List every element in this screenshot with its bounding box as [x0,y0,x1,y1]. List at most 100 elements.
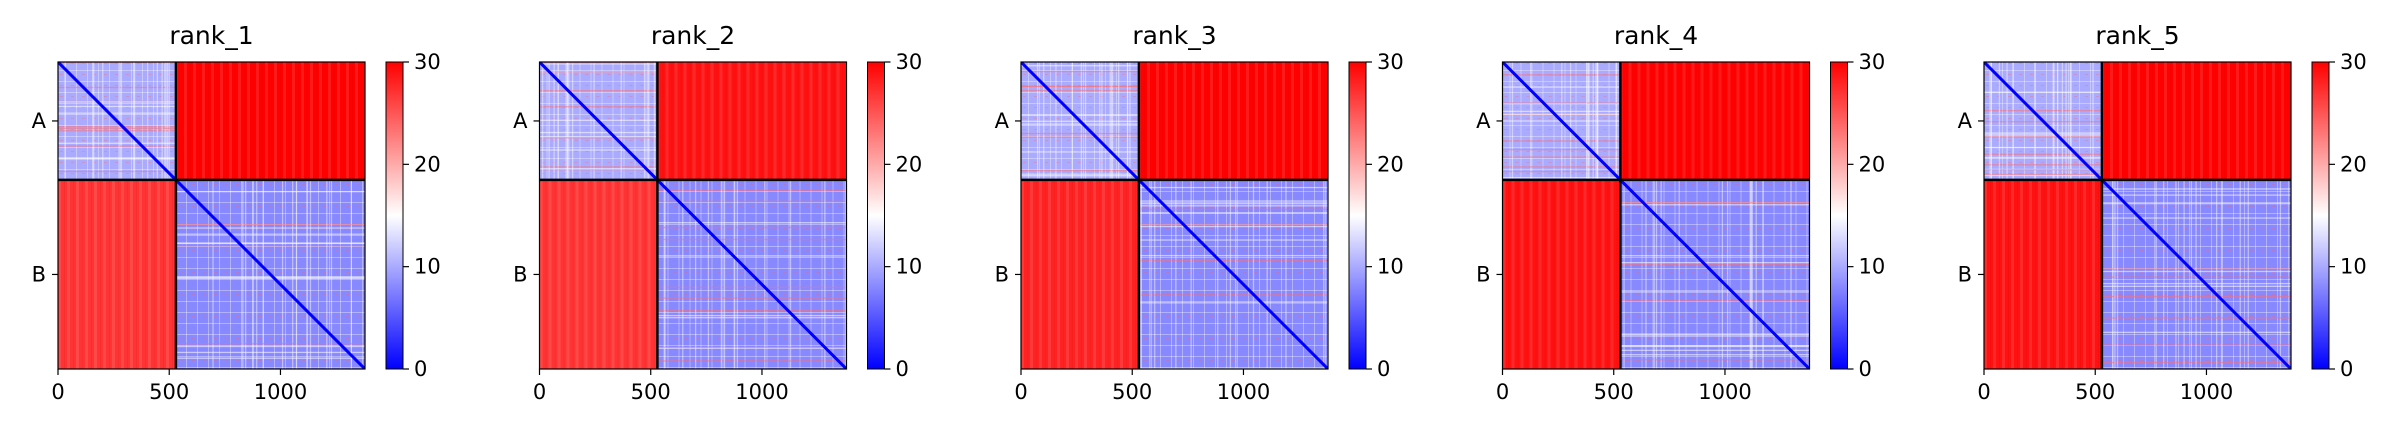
pae-stripe [1021,151,1139,153]
axes-frame [538,61,848,370]
x-tick-label: 500 [1594,380,1634,404]
colorbar [385,61,404,370]
pae-stripe [657,238,847,241]
pae-stripe [166,62,169,180]
pae-stripe [306,179,308,369]
colorbar-tick-label: 30 [1859,50,1886,74]
chart-title: rank_1 [169,21,253,50]
pae-stripe [175,244,365,247]
pae-stripe [1749,179,1751,369]
pae-stripe [1620,335,1810,337]
pae-block-texture [175,62,365,180]
pae-stripe [2101,188,2291,190]
pae-stripe [1138,205,1328,207]
pae-stripe [1110,62,1113,180]
pae-stripe [1984,134,2102,136]
pae-stripe [1138,200,1328,202]
pae-stripe [1138,294,1328,296]
x-tick-label: 0 [51,380,64,404]
pae-stripe [133,62,136,180]
pae-stripe [1502,102,1621,104]
pae-stripe [1101,62,1103,180]
pae-stripe [120,62,123,180]
pae-stripe [58,126,176,128]
pae-stripe [539,149,658,151]
pae-stripe [1721,179,1724,369]
pae-stripe [539,137,658,139]
pae-stripe [1150,179,1152,369]
pae-stripe [720,179,723,369]
pae-diagonal [1137,178,1328,369]
pae-stripe [2101,202,2291,205]
pae-stripe [1989,62,1991,180]
pae-stripe [1099,62,1101,180]
colorbar-tick-label: 0 [2340,357,2353,381]
pae-stripe [1285,179,1287,369]
pae-stripe [58,130,176,132]
pae-stripe [664,179,666,369]
pae-stripe [657,346,847,349]
pae-stripe [2183,179,2185,369]
pae-stripe [824,179,826,369]
pae-stripe [1620,201,1810,204]
pae-stripe [2175,179,2177,369]
colorbar-tick-label: 0 [1859,357,1872,381]
pae-stripe [1984,91,2102,93]
x-tick-label: 1000 [2180,380,2233,404]
pae-stripe [1762,179,1764,369]
pae-stripe [2101,285,2291,287]
pae-stripe [292,179,294,369]
pae-stripe [252,179,254,369]
pae-stripe [168,62,170,180]
pae-stripe [1620,345,1810,348]
pae-stripe [657,317,847,319]
pae-stripe [1138,239,1328,241]
pae-stripe [2116,179,2119,369]
pae-stripe [58,142,176,144]
y-chain-label: B [32,262,46,286]
pae-stripe [2101,331,2291,333]
pae-stripe [1755,179,1757,369]
pae-stripe [1084,62,1087,180]
x-tick-label: 500 [149,380,189,404]
pae-stripe [657,286,847,289]
pae-stripe [663,179,665,369]
pae-stripe [2114,179,2116,369]
pae-stripe [92,62,94,180]
pae-stripe [2006,62,2008,180]
y-chain-label: A [1476,109,1491,133]
pae-stripe [1620,204,1810,206]
pae-stripe [1021,173,1139,175]
pae-stripe [2070,62,2072,180]
pae-stripe [262,179,264,369]
pae-stripe [1190,179,1192,369]
axes-frame [1501,61,1811,370]
pae-stripe [1502,166,1621,168]
pae-stripe [1229,179,1232,369]
pae-stripe [58,101,176,103]
pae-stripe [845,179,847,369]
x-tick-label: 500 [2075,380,2115,404]
pae-stripe [1021,85,1139,88]
colorbar [2311,61,2330,370]
colorbar [1830,61,1848,370]
pae-stripe [1138,259,1328,262]
pae-stripe [1021,136,1139,138]
pae-stripe [1266,179,1268,369]
pae-stripe [93,62,95,180]
heatmap [1984,62,2291,369]
pae-stripe [539,169,658,171]
pae-stripe [58,170,176,173]
panel-rank_4: rank_4 0 500 1000 A B 0 10 20 30 [1476,21,1885,404]
colorbar-tick-label: 20 [896,152,923,176]
pae-stripe [1998,62,2001,180]
pae-stripe [1596,62,1599,180]
pae-stripe [1021,132,1139,135]
y-chain-label: A [32,109,47,133]
pae-stripe [212,179,214,369]
x-tick-label: 0 [1014,380,1027,404]
pae-stripe [1138,225,1328,228]
pae-stripe [1502,176,1621,179]
pae-stripe [1217,179,1219,369]
